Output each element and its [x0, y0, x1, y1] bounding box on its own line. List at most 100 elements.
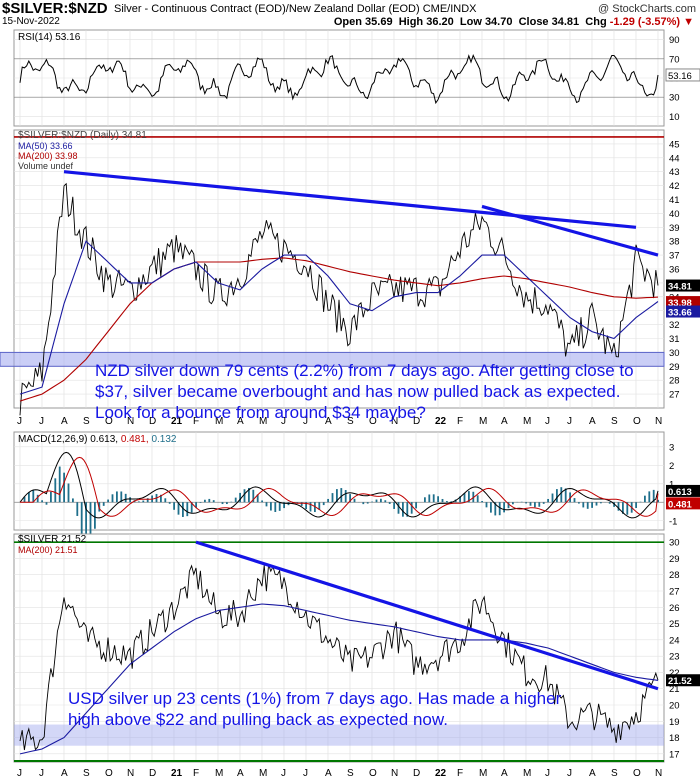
usd-x-label: F [193, 768, 199, 779]
nzd-x-label: D [413, 416, 420, 427]
close-label: Close [518, 16, 549, 28]
macd-histogram-bar [322, 502, 325, 506]
usd-tick-label: 25 [669, 619, 680, 630]
usd-x-label: 22 [435, 768, 447, 779]
usd-x-label: A [501, 768, 508, 779]
nzd-tick-label: 42 [669, 181, 680, 192]
nzd-tick-label: 28 [669, 376, 680, 387]
macd-histogram-bar [476, 495, 479, 503]
macd-histogram-bar [41, 500, 43, 503]
macd-histogram-bar [252, 489, 255, 503]
ohlc-readout: Open 35.69 High 36.20 Low 34.70 Close 34… [334, 16, 694, 28]
macd-signal-line [20, 456, 659, 517]
nzd-x-label: A [237, 416, 244, 427]
macd-line [19, 451, 659, 519]
macd-histogram-bar [146, 498, 149, 503]
macd-tick-label: 2 [669, 461, 674, 472]
low-value: 34.70 [484, 16, 513, 28]
usd-tick-label: 17 [669, 749, 680, 760]
macd-legend-part: 0.132 [151, 434, 176, 445]
usd-legend-price: $SILVER 21.52 [18, 534, 87, 545]
nzd-legend-price: $SILVER:$NZD (Daily) 34.81 [18, 130, 147, 141]
nzd-x-label: 22 [435, 416, 447, 427]
macd-histogram-bar [204, 499, 206, 503]
usd-tick-label: 22 [669, 668, 680, 679]
usd-tick-label: 19 [669, 717, 680, 728]
macd-legend: MACD(12,26,9) 0.613, 0.481, 0.132 [18, 434, 177, 445]
macd-histogram-bar [274, 502, 277, 512]
nzd-x-label: A [325, 416, 332, 427]
nzd-tick-label: 39 [669, 223, 680, 234]
nzd-legend-ma50: MA(50) 33.66 [18, 141, 73, 151]
nzd-legend-volume: Volume undef [18, 161, 74, 171]
nzd-x-label: M [259, 416, 267, 427]
usd-x-label: J [39, 768, 44, 779]
rsi-value-tag: 53.16 [668, 71, 692, 82]
usd-x-label: O [369, 768, 377, 779]
usd-price-tag-bg [666, 674, 700, 687]
macd-histogram-bar [639, 501, 642, 503]
macd-histogram-bar [485, 502, 488, 508]
macd-histogram-bar [80, 502, 83, 534]
close-value: 34.81 [551, 16, 580, 28]
macd-histogram-bar [116, 491, 118, 503]
macd-histogram-bar [94, 502, 96, 529]
macd-histogram-bar [270, 502, 272, 511]
macd-histogram-bar [375, 499, 378, 503]
nzd-tick-label: 43 [669, 167, 680, 178]
rsi-tick-label: 90 [669, 35, 680, 46]
macd-histogram-bar [248, 487, 250, 503]
macd-histogram-bar [331, 493, 334, 503]
nzd-x-label: O [369, 416, 377, 427]
macd-histogram-bar [507, 502, 510, 509]
usd-x-label: D [413, 768, 420, 779]
macd-tick-label: -1 [669, 516, 677, 527]
macd-histogram-bar [560, 487, 563, 503]
macd-histogram-bar [578, 502, 580, 504]
macd-histogram-bar [600, 502, 602, 504]
rsi-value-tag-bg [665, 68, 700, 82]
nzd-x-label: J [545, 416, 550, 427]
nzd-tick-label: 36 [669, 265, 680, 276]
nzd-x-label: S [347, 416, 354, 427]
nzd-ma50-line [19, 240, 659, 395]
macd-histogram-bar [124, 493, 127, 503]
macd-histogram-bar [569, 492, 571, 503]
nzd-price-tag-bg [666, 279, 700, 292]
nzd-tick-label: 32 [669, 320, 680, 331]
nzd-tick-label: 40 [669, 209, 680, 220]
macd-histogram-bar [503, 502, 505, 513]
macd-histogram-bar [582, 502, 585, 508]
usd-x-label: J [281, 768, 286, 779]
macd-histogram-bar [309, 502, 312, 512]
macd-histogram-bar [142, 500, 145, 503]
macd-histogram-bar [573, 498, 576, 503]
macd-histogram-bar [551, 493, 554, 503]
rsi-line [19, 54, 659, 105]
nzd-tick-label: 29 [669, 362, 680, 373]
usd-x-label: O [633, 768, 641, 779]
macd-histogram-bar [353, 498, 356, 503]
nzd-ma50-tag: 33.66 [668, 308, 692, 319]
usd-panel-frame [13, 533, 665, 763]
nzd-x-label: N [391, 416, 398, 427]
usd-tick-label: 29 [669, 554, 680, 565]
macd-histogram-bar [344, 490, 347, 503]
macd-histogram-bar [107, 499, 109, 503]
usd-x-label: N [127, 768, 134, 779]
macd-histogram-bar [243, 489, 246, 503]
usd-x-label: J [17, 768, 22, 779]
usd-x-label: A [325, 768, 332, 779]
macd-signal-tag: 0.481 [668, 499, 692, 510]
rsi-tick-label: 70 [669, 54, 680, 65]
usd-tick-label: 21 [669, 684, 680, 695]
usd-annotation: USD silver up 23 cents (1%) from 7 days … [68, 689, 562, 729]
nzd-x-label: F [193, 416, 199, 427]
nzd-x-label: N [655, 416, 662, 427]
macd-histogram-bar [525, 502, 527, 504]
macd-legend-part: MACD(12,26,9) [18, 434, 90, 445]
macd-histogram-bar [490, 502, 492, 513]
usd-tick-label: 26 [669, 603, 680, 614]
usd-x-label: M [259, 768, 267, 779]
